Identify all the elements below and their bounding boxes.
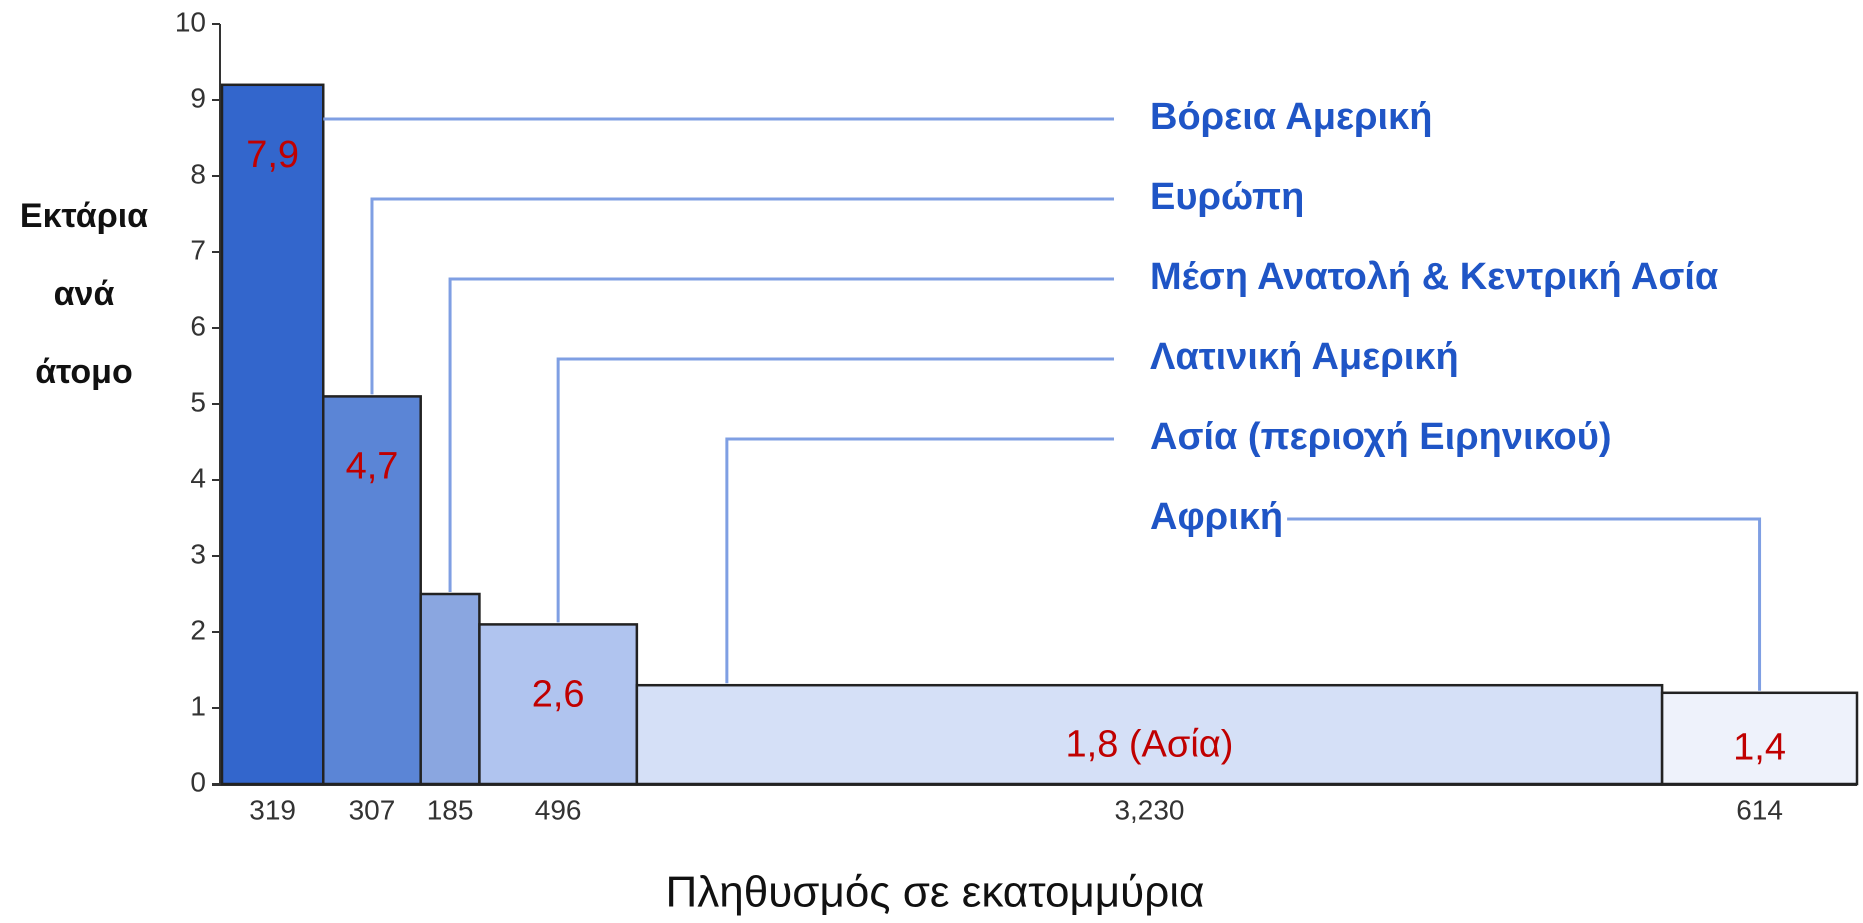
bar [322, 395, 422, 786]
y-tick-label: 10 [175, 6, 206, 37]
y-tick-label: 2 [190, 614, 206, 645]
category-label: Μέση Ανατολή & Κεντρική Ασία [1150, 256, 1718, 298]
y-tick-label: 4 [190, 462, 206, 493]
y-tick-label: 0 [190, 766, 206, 797]
x-tick-label: 319 [249, 794, 296, 825]
bar-annotation: 1,8 (Ασία) [1066, 723, 1234, 765]
leader-line [1287, 517, 1762, 691]
x-tick-label: 496 [535, 794, 582, 825]
category-label: Λατινική Αμερική [1150, 336, 1459, 378]
leader-line [370, 197, 1114, 395]
leader-line [725, 437, 1114, 684]
bar-annotation: 2,6 [532, 673, 585, 715]
leader-line [448, 277, 1114, 592]
y-axis-title: Εκτάρια [20, 197, 148, 235]
x-axis-title: Πληθυσμός σε εκατομμύρια [666, 868, 1205, 917]
category-label: Βόρεια Αμερική [1150, 96, 1432, 138]
category-label: Ευρώπη [1150, 176, 1304, 218]
x-tick-label: 3,230 [1114, 794, 1184, 825]
bar [220, 83, 325, 786]
category-label: Αφρική [1150, 496, 1283, 538]
x-tick-label: 614 [1736, 794, 1783, 825]
y-tick-label: 5 [190, 386, 206, 417]
bar [1660, 691, 1859, 786]
y-axis-title: ανά [54, 275, 115, 313]
bar-annotation: 4,7 [346, 445, 399, 487]
y-tick-label: 3 [190, 538, 206, 569]
y-axis-title: άτομο [35, 353, 132, 391]
bar [419, 592, 481, 786]
y-tick-label: 1 [190, 690, 206, 721]
bar-annotation: 1,4 [1733, 726, 1786, 768]
x-tick-label: 307 [349, 794, 396, 825]
y-tick-label: 9 [190, 82, 206, 113]
category-label: Ασία (περιοχή Ειρηνικού) [1150, 416, 1611, 458]
x-tick-label: 185 [427, 794, 474, 825]
y-tick-label: 7 [190, 234, 206, 265]
leader-line [556, 357, 1114, 623]
bar [635, 683, 1664, 786]
y-tick-label: 8 [190, 158, 206, 189]
bar-annotation: 7,9 [246, 134, 299, 176]
y-tick-label: 6 [190, 310, 206, 341]
